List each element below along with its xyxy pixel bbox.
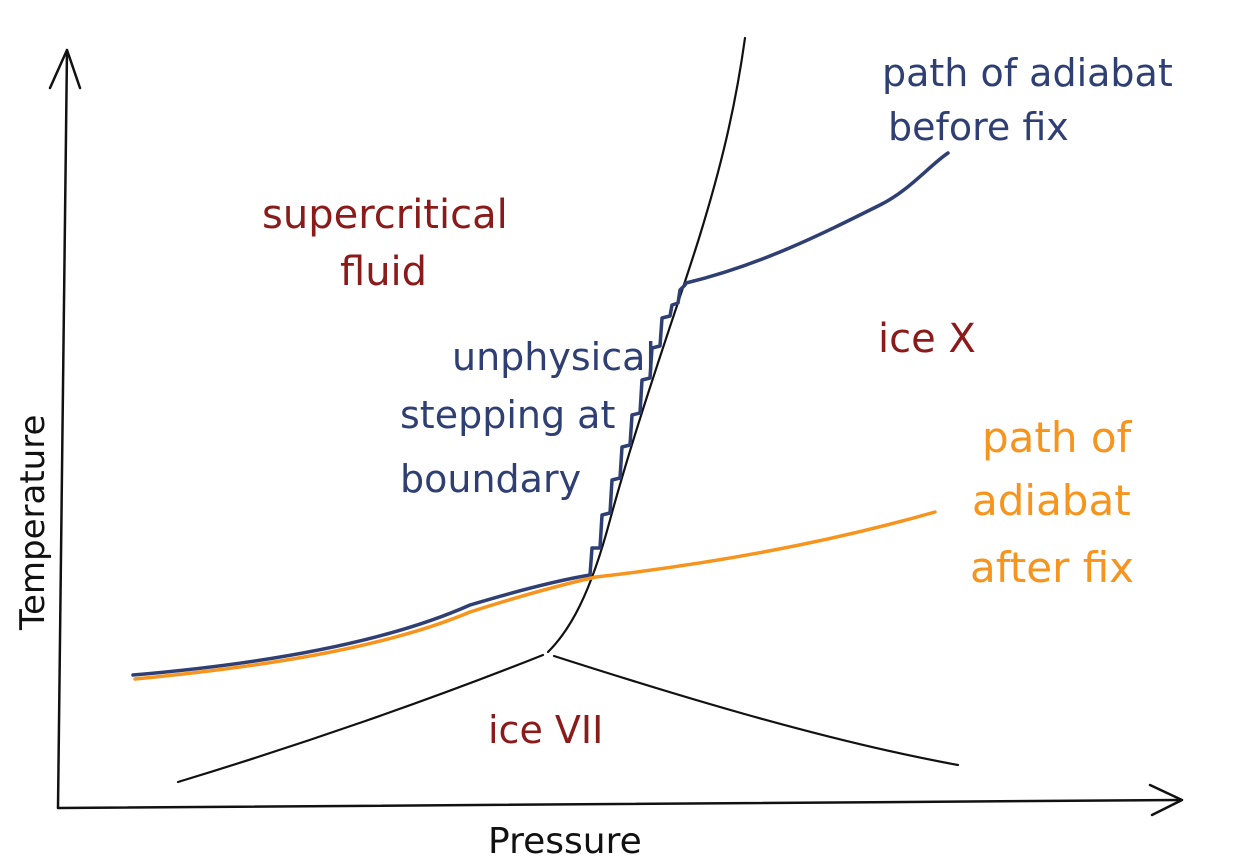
annotation-before-fix-line1: path of adiabat (882, 51, 1173, 95)
melting-curve (546, 36, 747, 654)
annotation-after-fix-line2: adiabat (972, 476, 1131, 525)
ice-vii-left-boundary (176, 653, 545, 784)
region-supercritical-line1: supercritical (262, 192, 508, 238)
annotation-after-fix-line3: after fix (970, 543, 1134, 592)
x-axis-arrowhead (1148, 783, 1184, 817)
region-supercritical-line2: fluid (340, 249, 427, 295)
phase-boundaries (176, 36, 960, 784)
adiabat-before-fix-path (131, 151, 950, 677)
region-ice-vii: ice VII (488, 708, 603, 752)
annotation-after-fix-line1: path of (982, 413, 1133, 462)
axes (48, 48, 1184, 817)
annotation-stepping-line1: unphysical (452, 335, 656, 379)
annotation-before-fix-line2: before fix (888, 105, 1069, 149)
x-axis-line (56, 798, 1182, 810)
region-ice-x: ice X (878, 316, 976, 362)
y-axis-label: Temperature (13, 415, 53, 631)
ice-vii-right-boundary (552, 654, 960, 767)
y-axis-line (56, 48, 69, 810)
annotation-stepping-line3: boundary (400, 457, 581, 501)
y-axis-arrowhead (48, 48, 82, 90)
adiabat-after-fix-path (133, 510, 937, 681)
x-axis-label: Pressure (488, 821, 642, 862)
annotation-stepping-line2: stepping at (400, 393, 615, 437)
